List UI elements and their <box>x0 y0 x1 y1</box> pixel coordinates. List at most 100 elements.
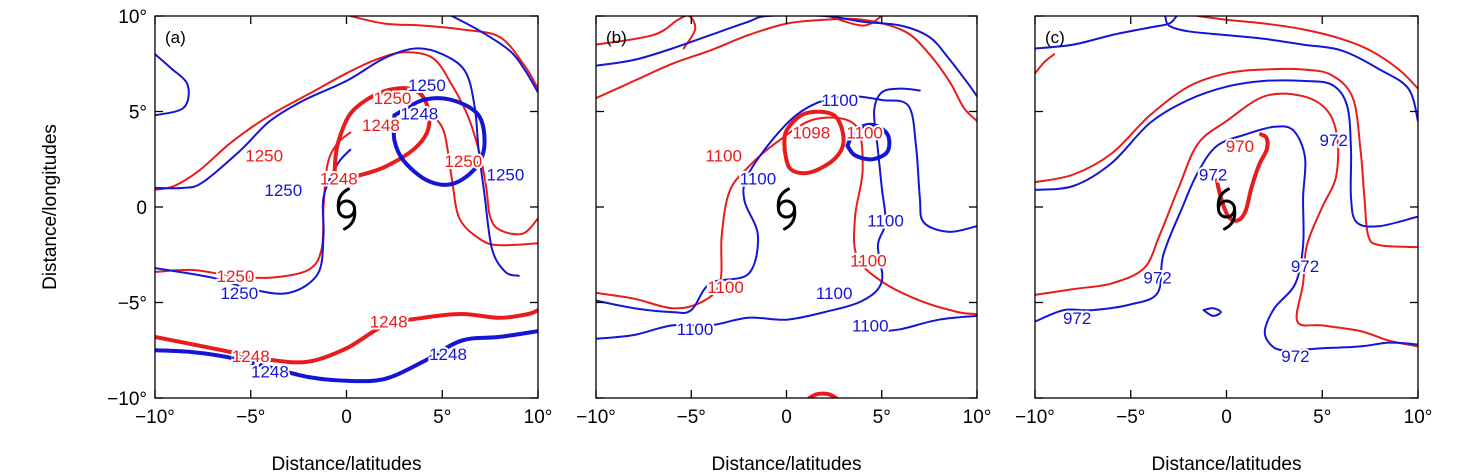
contour-label: 1250 <box>487 166 525 185</box>
y-tick-label: 0 <box>136 198 147 219</box>
blue-contour-9 <box>845 122 892 162</box>
red-contour-3 <box>1196 16 1418 90</box>
contour-label: 1248 <box>251 362 289 381</box>
x-tick-label: 5° <box>1313 407 1331 428</box>
blue-contour-6 <box>155 53 190 117</box>
red-contour-3 <box>827 16 883 27</box>
contour-label: 1250 <box>264 181 302 200</box>
red-contour-0 <box>1035 92 1418 348</box>
contour-label: 1248 <box>370 313 408 332</box>
contour-label: 1100 <box>740 169 777 188</box>
red-contour-8 <box>332 86 432 187</box>
y-axis-title: Distance/longitudes <box>40 124 61 290</box>
red-contour-0 <box>155 131 352 279</box>
x-tick-label: 5° <box>433 407 451 428</box>
blue-contour-4 <box>1035 125 1418 352</box>
typhoon-symbol-icon <box>336 187 357 231</box>
contour-label: 1100 <box>852 316 889 335</box>
x-tick-label: 10° <box>963 407 992 428</box>
blue-contour-4 <box>155 148 352 295</box>
contour-label: 1100 <box>822 91 859 110</box>
x-tick-label: 0 <box>781 407 792 428</box>
red-contour-1 <box>155 51 538 236</box>
typhoon-symbol-icon <box>1216 187 1237 231</box>
red-contour-10 <box>807 391 838 398</box>
x-tick-label: 0 <box>1221 407 1232 428</box>
x-tick-label: −10° <box>135 407 175 428</box>
blue-contour-7 <box>450 16 538 94</box>
contour-label: 1100 <box>677 320 714 339</box>
red-contour-1 <box>1035 67 1418 249</box>
contour-label: 1248 <box>362 116 400 135</box>
typhoon-symbol-icon <box>776 187 797 231</box>
panels: 1250125012501250124812481248124812501250… <box>40 7 1432 475</box>
x-axis-title: Distance/latitudes <box>272 454 422 475</box>
contour-label: 972 <box>1320 131 1348 150</box>
panel-a: 1250125012501250124812481248124812501250… <box>40 7 552 475</box>
contour-label: 1248 <box>400 104 438 123</box>
red-contour-2 <box>349 16 538 90</box>
contour-label: 972 <box>1291 257 1319 276</box>
contour-label: 1250 <box>217 267 255 286</box>
contour-label: 970 <box>1226 137 1254 156</box>
blue-contour-6 <box>596 87 921 340</box>
blue-contour-5 <box>596 16 977 98</box>
contour-lines <box>596 16 977 398</box>
y-tick-label: −5° <box>118 294 147 315</box>
y-tick-label: −10° <box>107 389 147 410</box>
panel-c: 970 972 972 972 972 972 972 −10° −5° 0 5° 10° (c) Dis… <box>1015 15 1433 475</box>
contour-label: 1250 <box>444 152 482 171</box>
panel-label: (b) <box>606 28 627 47</box>
blue-contour-5 <box>155 47 520 277</box>
blue-contour-8 <box>1202 307 1222 317</box>
x-tick-label: −5° <box>236 407 265 428</box>
contour-label: 1250 <box>408 76 446 95</box>
red-contour-9 <box>1214 132 1270 223</box>
blue-contour-7 <box>880 314 977 333</box>
red-contour-8 <box>782 109 846 176</box>
contour-label: 972 <box>1199 166 1227 185</box>
contour-label: 972 <box>1281 347 1309 366</box>
contour-lines <box>155 16 538 384</box>
contour-label: 1248 <box>320 169 358 188</box>
x-tick-label: 10° <box>1404 407 1433 428</box>
red-contour-2 <box>1035 53 1056 75</box>
contour-label: 1100 <box>850 251 887 270</box>
blue-contour-10 <box>391 96 487 187</box>
contour-label: 1248 <box>429 345 467 364</box>
red-contour-3 <box>431 114 538 247</box>
contour-label: 1100 <box>867 211 904 230</box>
panel-label: (a) <box>165 28 186 47</box>
panel-b: 1100 1100 1100 1100 1098 1100 1100 1100 1100 1100… <box>576 15 991 475</box>
x-tick-label: −10° <box>576 407 616 428</box>
blue-contour-6 <box>1035 16 1178 50</box>
contour-label: 1248 <box>232 347 270 366</box>
x-tick-label: 10° <box>524 407 553 428</box>
blue-contour-5 <box>1035 79 1418 228</box>
x-axis-title: Distance/latitudes <box>1152 454 1302 475</box>
contour-label: 1100 <box>707 278 744 297</box>
contour-label: 1100 <box>816 284 853 303</box>
x-axis-title: Distance/latitudes <box>712 454 862 475</box>
x-tick-label: 0 <box>341 407 352 428</box>
blue-contour-7 <box>1164 16 1418 123</box>
blue-contour-4 <box>596 95 977 315</box>
y-tick-label: 5° <box>129 103 147 124</box>
contour-label: 1250 <box>374 89 412 108</box>
contour-label: 972 <box>1143 269 1171 288</box>
x-tick-label: −5° <box>677 407 706 428</box>
red-contour-1 <box>596 17 977 123</box>
contour-label: 1100 <box>846 124 883 143</box>
blue-contour-11 <box>155 329 538 384</box>
panel-label: (c) <box>1045 28 1065 47</box>
red-contour-9 <box>155 308 538 365</box>
x-tick-label: −5° <box>1116 407 1145 428</box>
contour-label: 972 <box>1063 309 1091 328</box>
contour-label: 1098 <box>792 124 830 143</box>
contour-label: 1250 <box>245 146 283 165</box>
red-contour-0 <box>596 116 977 315</box>
contour-label: 1250 <box>220 284 258 303</box>
x-tick-label: −10° <box>1015 407 1055 428</box>
x-tick-label: 5° <box>873 407 891 428</box>
